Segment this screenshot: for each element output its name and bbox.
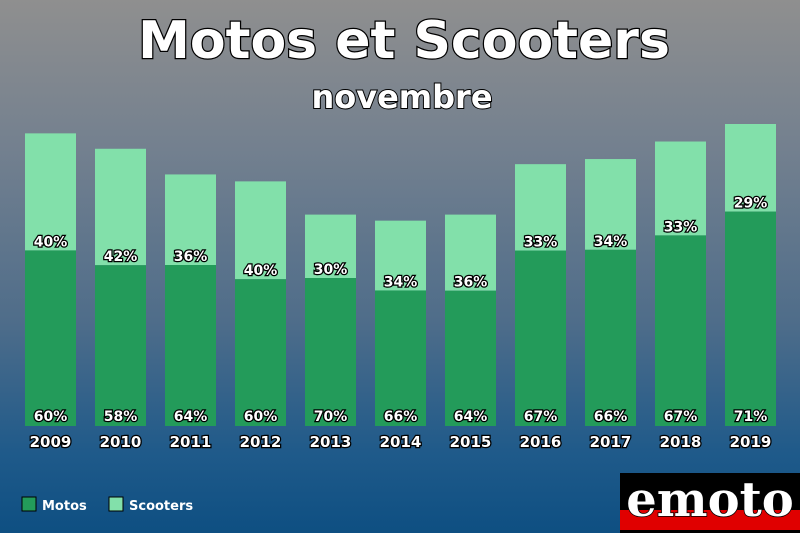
legend-swatch-motos — [21, 496, 37, 512]
x-tick-label-2011: 2011 — [170, 433, 212, 451]
chart-subtitle: novembre — [311, 78, 492, 116]
bar-scooters-2012 — [235, 181, 286, 280]
data-label-motos-2015: 64% — [454, 409, 488, 425]
bar-scooters-2010 — [95, 148, 146, 266]
data-label-scooters-2019: 29% — [734, 196, 768, 212]
legend-swatch-scooters — [108, 496, 124, 512]
data-label-scooters-2014: 34% — [384, 274, 418, 290]
data-label-scooters-2017: 34% — [594, 234, 628, 250]
bar-scooters-2011 — [165, 174, 216, 265]
data-label-motos-2017: 66% — [594, 409, 628, 425]
x-tick-label-2014: 2014 — [380, 433, 422, 451]
logo-stripe — [620, 510, 800, 530]
x-tick-label-2012: 2012 — [240, 433, 282, 451]
data-label-motos-2010: 58% — [104, 409, 138, 425]
logo-text: emoto — [626, 472, 794, 528]
bar-motos-2012 — [235, 279, 286, 426]
bar-scooters-2009 — [25, 133, 76, 251]
data-label-scooters-2010: 42% — [104, 249, 138, 265]
bar-scooters-2015 — [445, 214, 496, 291]
bar-scooters-2018 — [655, 141, 706, 236]
x-tick-label-2010: 2010 — [100, 433, 142, 451]
bar-motos-2017 — [585, 249, 636, 426]
data-label-scooters-2015: 36% — [454, 275, 488, 291]
bar-motos-2010 — [95, 265, 146, 426]
bar-motos-2014 — [375, 290, 426, 426]
data-label-motos-2009: 60% — [34, 409, 68, 425]
bar-scooters-2017 — [585, 159, 636, 250]
bar-motos-2009 — [25, 250, 76, 426]
bar-scooters-2019 — [725, 124, 776, 212]
bar-motos-2011 — [165, 264, 216, 426]
data-label-scooters-2012: 40% — [244, 263, 278, 279]
bar-motos-2018 — [655, 235, 706, 426]
bar-motos-2019 — [725, 211, 776, 426]
bar-scooters-2014 — [375, 220, 426, 291]
data-label-motos-2018: 67% — [664, 409, 698, 425]
chart-title: Motos et Scooters — [138, 11, 670, 71]
legend-label-scooters: Scooters — [129, 499, 193, 514]
legend-label-motos: Motos — [42, 499, 87, 514]
data-label-scooters-2016: 33% — [524, 235, 558, 251]
data-label-scooters-2011: 36% — [174, 249, 208, 265]
data-label-motos-2016: 67% — [524, 409, 558, 425]
bar-scooters-2013 — [305, 214, 356, 279]
data-label-scooters-2013: 30% — [314, 262, 348, 278]
data-label-scooters-2018: 33% — [664, 219, 698, 235]
emoto-logo: emoto — [620, 471, 800, 533]
x-tick-label-2016: 2016 — [520, 433, 562, 451]
data-label-motos-2011: 64% — [174, 409, 208, 425]
x-tick-label-2017: 2017 — [590, 433, 632, 451]
data-label-motos-2013: 70% — [314, 409, 348, 425]
x-tick-label-2009: 2009 — [30, 433, 72, 451]
x-tick-label-2019: 2019 — [730, 433, 772, 451]
x-tick-label-2015: 2015 — [450, 433, 492, 451]
bar-motos-2016 — [515, 250, 566, 426]
data-label-motos-2014: 66% — [384, 409, 418, 425]
data-label-scooters-2009: 40% — [34, 234, 68, 250]
data-label-motos-2019: 71% — [734, 409, 768, 425]
bar-scooters-2016 — [515, 164, 566, 251]
x-tick-label-2013: 2013 — [310, 433, 352, 451]
data-label-motos-2012: 60% — [244, 409, 278, 425]
legend: Motos Scooters — [21, 496, 193, 514]
x-tick-label-2018: 2018 — [660, 433, 702, 451]
bar-motos-2013 — [305, 278, 356, 426]
bar-motos-2015 — [445, 290, 496, 426]
bars-group: 40% 60% 2009 42% 58% 2010 36% 64% 2011 40% 60% 2012… — [25, 124, 776, 452]
